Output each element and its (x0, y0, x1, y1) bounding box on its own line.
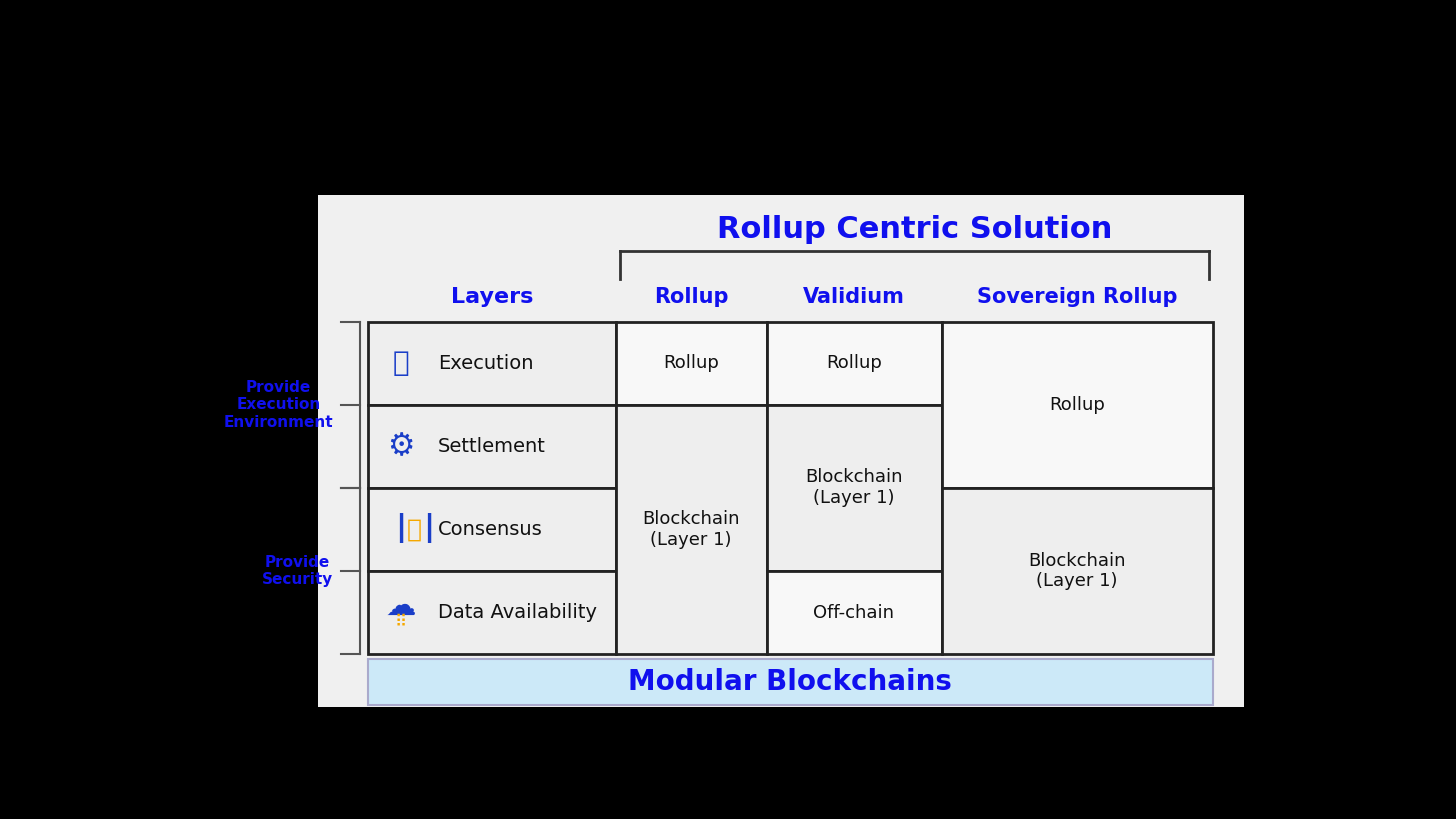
Bar (942, 322, 1213, 488)
Text: Blockchain
(Layer 1): Blockchain (Layer 1) (642, 510, 740, 549)
Text: |: | (422, 513, 434, 543)
Text: Rollup: Rollup (826, 354, 882, 372)
Bar (368, 658, 1213, 705)
Text: Execution: Execution (438, 354, 533, 373)
Bar (317, 195, 1243, 707)
Text: Rollup Centric Solution: Rollup Centric Solution (716, 215, 1112, 244)
Text: ⠿: ⠿ (395, 613, 406, 631)
Bar (616, 322, 767, 405)
Bar (368, 488, 616, 571)
Text: Sovereign Rollup: Sovereign Rollup (977, 287, 1178, 307)
Bar (942, 488, 1213, 654)
Text: Settlement: Settlement (438, 437, 546, 456)
Bar (368, 322, 616, 405)
Text: Consensus: Consensus (438, 520, 543, 539)
Text: Rollup: Rollup (1050, 396, 1105, 414)
Text: 🤝: 🤝 (408, 518, 422, 541)
Text: Blockchain
(Layer 1): Blockchain (Layer 1) (1028, 552, 1125, 590)
Text: Blockchain
(Layer 1): Blockchain (Layer 1) (805, 468, 903, 507)
Text: 🖥: 🖥 (392, 349, 409, 378)
Text: Off-chain: Off-chain (814, 604, 894, 622)
Text: ☁: ☁ (386, 592, 416, 621)
Bar (616, 405, 767, 654)
Text: Modular Blockchains: Modular Blockchains (629, 668, 952, 696)
Text: Data Availability: Data Availability (438, 603, 597, 622)
Text: Rollup: Rollup (654, 287, 728, 307)
Text: Layers: Layers (451, 287, 533, 307)
Text: Provide
Execution
Environment: Provide Execution Environment (224, 380, 333, 430)
Text: Rollup: Rollup (664, 354, 719, 372)
Bar (767, 322, 942, 405)
Bar (368, 405, 616, 488)
Bar (368, 571, 616, 654)
Bar (767, 405, 942, 571)
Text: ⚙: ⚙ (387, 432, 415, 461)
Bar (767, 571, 942, 654)
Text: Validium: Validium (804, 287, 904, 307)
Text: Provide
Security: Provide Security (262, 554, 333, 587)
Text: |: | (395, 513, 406, 543)
